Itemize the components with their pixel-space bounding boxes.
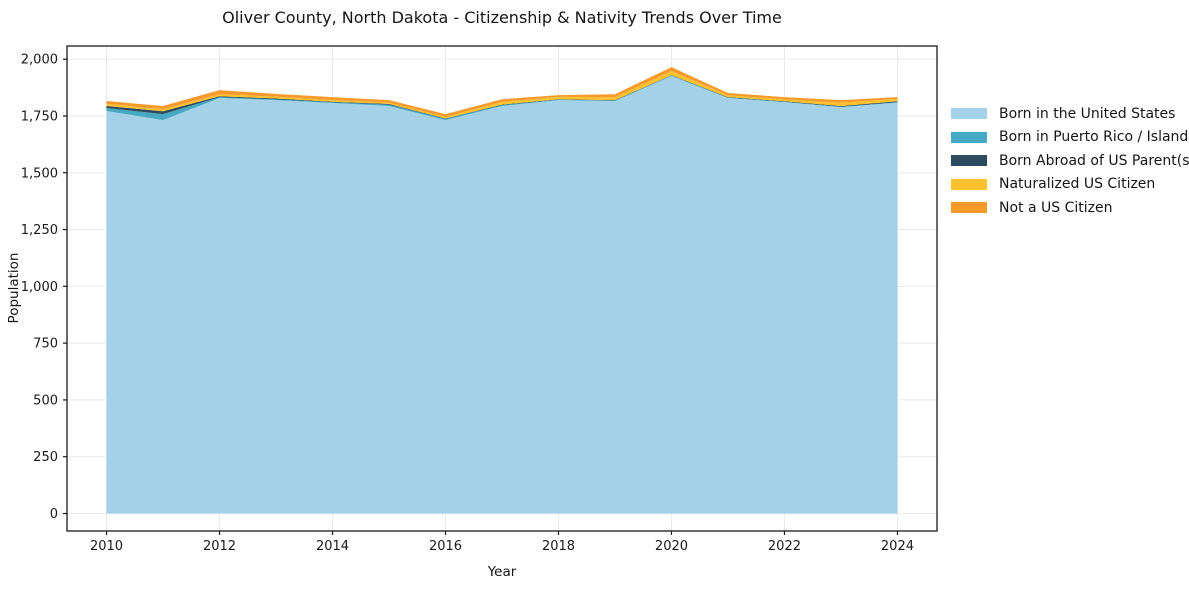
legend-label: Not a US Citizen <box>999 199 1113 216</box>
area-series-1 <box>106 75 898 121</box>
legend-label: Born in the United States <box>999 105 1176 122</box>
x-tick-label: 2024 <box>881 539 914 554</box>
axes-frame <box>66 45 938 532</box>
x-tick-label: 2010 <box>90 539 123 554</box>
y-tick-label: 1,750 <box>21 109 58 124</box>
legend-item-4: Not a US Citizen <box>951 196 1189 220</box>
y-tick-label: 1,500 <box>21 166 58 181</box>
y-tick-label: 2,000 <box>21 53 58 68</box>
legend-item-0: Born in the United States <box>951 102 1189 126</box>
legend-item-1: Born in Puerto Rico / Islands <box>951 126 1189 150</box>
x-tick-label: 2022 <box>768 539 801 554</box>
x-axis-label: Year <box>487 564 517 580</box>
legend-item-2: Born Abroad of US Parent(s) <box>951 149 1189 173</box>
legend-label: Born in Puerto Rico / Islands <box>999 129 1189 146</box>
x-tick-label: 2014 <box>316 539 349 554</box>
x-tick-label: 2012 <box>203 539 236 554</box>
legend-label: Naturalized US Citizen <box>999 176 1156 193</box>
y-tick-label: 500 <box>33 393 58 408</box>
legend-swatch <box>951 108 987 120</box>
y-tick-label: 750 <box>33 337 58 352</box>
x-tick-label: 2016 <box>429 539 462 554</box>
y-tick-label: 1,000 <box>21 280 58 295</box>
y-tick-label: 1,250 <box>21 223 58 238</box>
legend: Born in the United States Born in Puerto … <box>951 102 1189 220</box>
legend-label: Born Abroad of US Parent(s) <box>999 152 1189 169</box>
y-tick-label: 0 <box>50 507 58 522</box>
x-tick-label: 2018 <box>542 539 575 554</box>
legend-swatch <box>951 202 987 214</box>
legend-swatch <box>951 178 987 190</box>
y-tick-label: 250 <box>33 450 58 465</box>
legend-swatch <box>951 155 987 167</box>
area-series-0 <box>106 76 898 514</box>
legend-swatch <box>951 131 987 143</box>
chart-title: Oliver County, North Dakota - Citizenshi… <box>222 8 782 27</box>
legend-item-3: Naturalized US Citizen <box>951 173 1189 197</box>
x-tick-label: 2020 <box>655 539 688 554</box>
